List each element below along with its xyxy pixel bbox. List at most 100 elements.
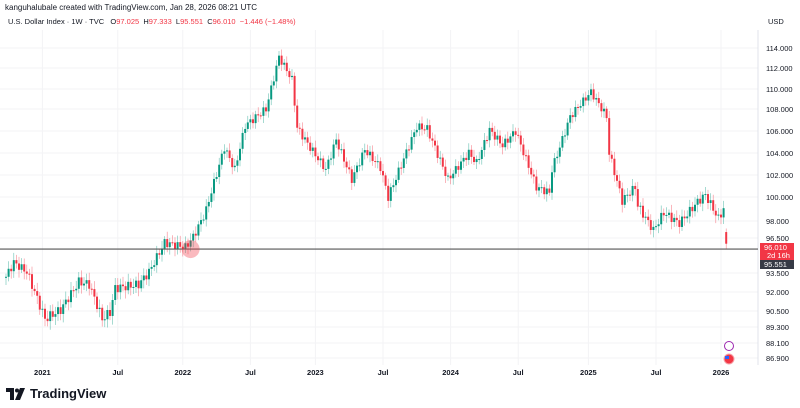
candle-body [322, 158, 325, 170]
candle-body [720, 214, 722, 218]
candle-body [418, 123, 421, 130]
open-label: O [110, 17, 117, 26]
candle-body [241, 132, 244, 149]
candle-body [558, 147, 561, 157]
candle-body [293, 75, 296, 106]
candle-body [361, 152, 364, 166]
candle-body [423, 129, 426, 131]
candle-body [657, 224, 660, 227]
candle-body [597, 98, 600, 104]
candle-body [480, 149, 483, 159]
candle-body [506, 138, 509, 143]
candle-body [119, 284, 122, 293]
candle-body [402, 158, 405, 168]
candle-body [413, 132, 416, 138]
candle-body [213, 178, 215, 194]
candle-body [215, 177, 218, 179]
candle-body [168, 242, 171, 248]
candle-body [655, 226, 657, 228]
candle-body [382, 171, 384, 176]
candle-body [434, 140, 436, 146]
candle-body [522, 144, 525, 156]
candle-body [171, 242, 174, 244]
candle-body [483, 140, 486, 150]
candle-body [621, 188, 624, 205]
candle-body [259, 115, 262, 117]
close-label: C [207, 17, 213, 26]
candle-body [584, 97, 587, 101]
candle-body [319, 158, 322, 161]
candle-body [631, 185, 634, 196]
candle-body [348, 167, 351, 170]
line-price-label-bg [760, 260, 794, 269]
candle-body [350, 169, 353, 183]
candle-body [545, 188, 548, 195]
candle-body [166, 239, 169, 248]
candle-body [181, 246, 184, 250]
candle-body [519, 135, 522, 145]
high-value: 97.333 [148, 17, 172, 26]
y-tick-label: 88.100 [766, 339, 789, 348]
candle-body [616, 175, 618, 181]
candle-body [686, 216, 689, 219]
candle-body [538, 187, 540, 191]
candle-body [441, 157, 444, 167]
high-label: H [143, 17, 149, 26]
candle-body [389, 187, 392, 201]
candle-body [301, 128, 304, 140]
candle-body [600, 103, 603, 112]
candle-body [150, 266, 153, 269]
candle-body [460, 161, 462, 170]
candle-body [707, 194, 709, 204]
candle-body [504, 138, 507, 148]
tradingview-logo-icon [6, 387, 25, 400]
candle-body [5, 276, 7, 278]
y-tick-label: 104.000 [766, 149, 793, 158]
candle-body [343, 149, 345, 162]
candle-body [228, 150, 231, 159]
candle-body [236, 160, 239, 166]
candle-body [233, 165, 236, 168]
candle-body [267, 99, 270, 112]
tradingview-logo[interactable]: TradingView [6, 386, 106, 401]
candle-body [605, 108, 608, 119]
candle-body [400, 167, 403, 169]
y-tick-label: 98.000 [766, 217, 789, 226]
candle-body [135, 280, 137, 287]
x-tick-label: Jul [651, 368, 662, 377]
candle-body [410, 137, 413, 150]
y-tick-label: 92.000 [766, 288, 789, 297]
candle-body [155, 253, 158, 266]
candle-body [397, 167, 400, 180]
y-tick-label: 112.000 [766, 64, 793, 73]
lightning-event-icon [724, 341, 734, 351]
candle-body [187, 243, 189, 247]
candle-body [345, 161, 348, 168]
candle-body [486, 140, 488, 142]
candle-body [501, 143, 504, 148]
symbol-title[interactable]: U.S. Dollar Index · 1W · TVC [8, 17, 105, 26]
candle-body [668, 212, 670, 215]
candle-body [31, 274, 33, 289]
candle-body [124, 286, 127, 291]
candle-body [25, 271, 28, 274]
candle-body [244, 128, 247, 133]
candle-body [569, 115, 572, 123]
candle-body [639, 205, 642, 207]
candle-body [340, 149, 343, 151]
candle-body [431, 138, 434, 141]
candle-body [530, 167, 533, 175]
x-tick-label: 2026 [713, 368, 730, 377]
candle-body [415, 129, 418, 133]
candle-body [590, 89, 592, 96]
candle-body [353, 172, 356, 183]
candle-body [197, 224, 200, 236]
candle-body [634, 185, 637, 190]
candle-body [675, 217, 678, 221]
candle-body [722, 208, 725, 218]
candle-body [132, 286, 135, 288]
x-tick-label: 2021 [34, 368, 51, 377]
y-tick-label: 93.500 [766, 269, 789, 278]
candle-body [262, 107, 265, 116]
